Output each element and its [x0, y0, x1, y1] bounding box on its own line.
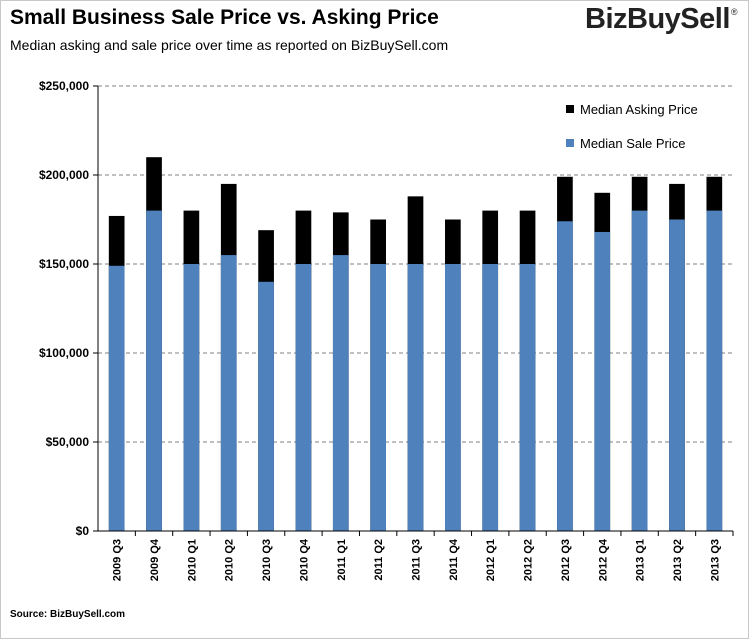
y-tick-label: $0 — [76, 524, 90, 538]
bizbuysell-logo: BizBuySell® — [585, 3, 738, 36]
chart-subtitle: Median asking and sale price over time a… — [10, 37, 449, 53]
source-note: Source: BizBuySell.com — [10, 609, 126, 620]
x-tick-label: 2013 Q2 — [672, 539, 684, 581]
x-tick-label: 2012 Q2 — [523, 539, 535, 581]
y-tick-label: $200,000 — [39, 168, 89, 182]
bar-sale-price — [332, 255, 349, 531]
bar-sale-price — [407, 264, 424, 531]
x-tick-label: 2010 Q3 — [261, 539, 273, 581]
bar-sale-price — [669, 219, 685, 531]
y-tick-label: $50,000 — [46, 435, 90, 449]
legend: Median Asking Price Median Sale Price — [566, 102, 698, 151]
bar-sale-price — [631, 210, 648, 531]
x-tick-label: 2013 Q3 — [709, 539, 721, 581]
x-tick-label: 2010 Q1 — [186, 539, 198, 581]
x-tick-label: 2009 Q3 — [112, 539, 124, 581]
bar-sale-price — [370, 264, 386, 531]
bar-sale-price — [220, 255, 237, 531]
x-tick-label: 2011 Q1 — [336, 539, 348, 581]
legend-sale-label: Median Sale Price — [580, 136, 686, 151]
registered-mark: ® — [730, 7, 738, 17]
bar-sale-price — [295, 264, 312, 531]
x-tick-label: 2012 Q4 — [597, 538, 609, 581]
bar-sale-price — [445, 264, 461, 531]
logo-text: BizBuySell — [585, 3, 730, 35]
x-tick-label: 2009 Q4 — [149, 538, 161, 581]
chart-title: Small Business Sale Price vs. Asking Pri… — [10, 6, 439, 29]
bar-sale-price — [482, 264, 499, 531]
bar-sale-price — [706, 210, 723, 531]
x-tick-label: 2010 Q4 — [298, 538, 310, 581]
x-tick-label: 2012 Q1 — [485, 539, 497, 581]
x-tick-label: 2011 Q2 — [373, 539, 385, 581]
legend-asking-label: Median Asking Price — [580, 102, 698, 117]
x-tick-label: 2011 Q3 — [411, 539, 423, 581]
bar-sale-price — [183, 264, 200, 531]
y-tick-label: $150,000 — [39, 257, 89, 271]
bar-sale-price — [594, 231, 611, 531]
x-tick-label: 2012 Q3 — [560, 539, 572, 581]
bar-sale-price — [519, 264, 536, 531]
x-tick-label: 2013 Q1 — [635, 539, 647, 581]
x-tick-label: 2011 Q4 — [448, 538, 460, 580]
bar-sale-price — [258, 281, 274, 531]
legend-sale-swatch — [566, 139, 574, 147]
bar-sale-price — [108, 265, 125, 531]
bars — [108, 157, 723, 532]
bar-sale-price — [146, 210, 162, 531]
bar-sale-price — [557, 221, 573, 531]
axes: $0 $50,000 $100,000 $150,000 $200,000 $250,00… — [39, 79, 734, 581]
y-tick-label: $250,000 — [39, 79, 89, 93]
legend-asking-swatch — [566, 105, 574, 113]
y-tick-label: $100,000 — [39, 346, 89, 360]
x-tick-label: 2010 Q2 — [224, 539, 236, 581]
